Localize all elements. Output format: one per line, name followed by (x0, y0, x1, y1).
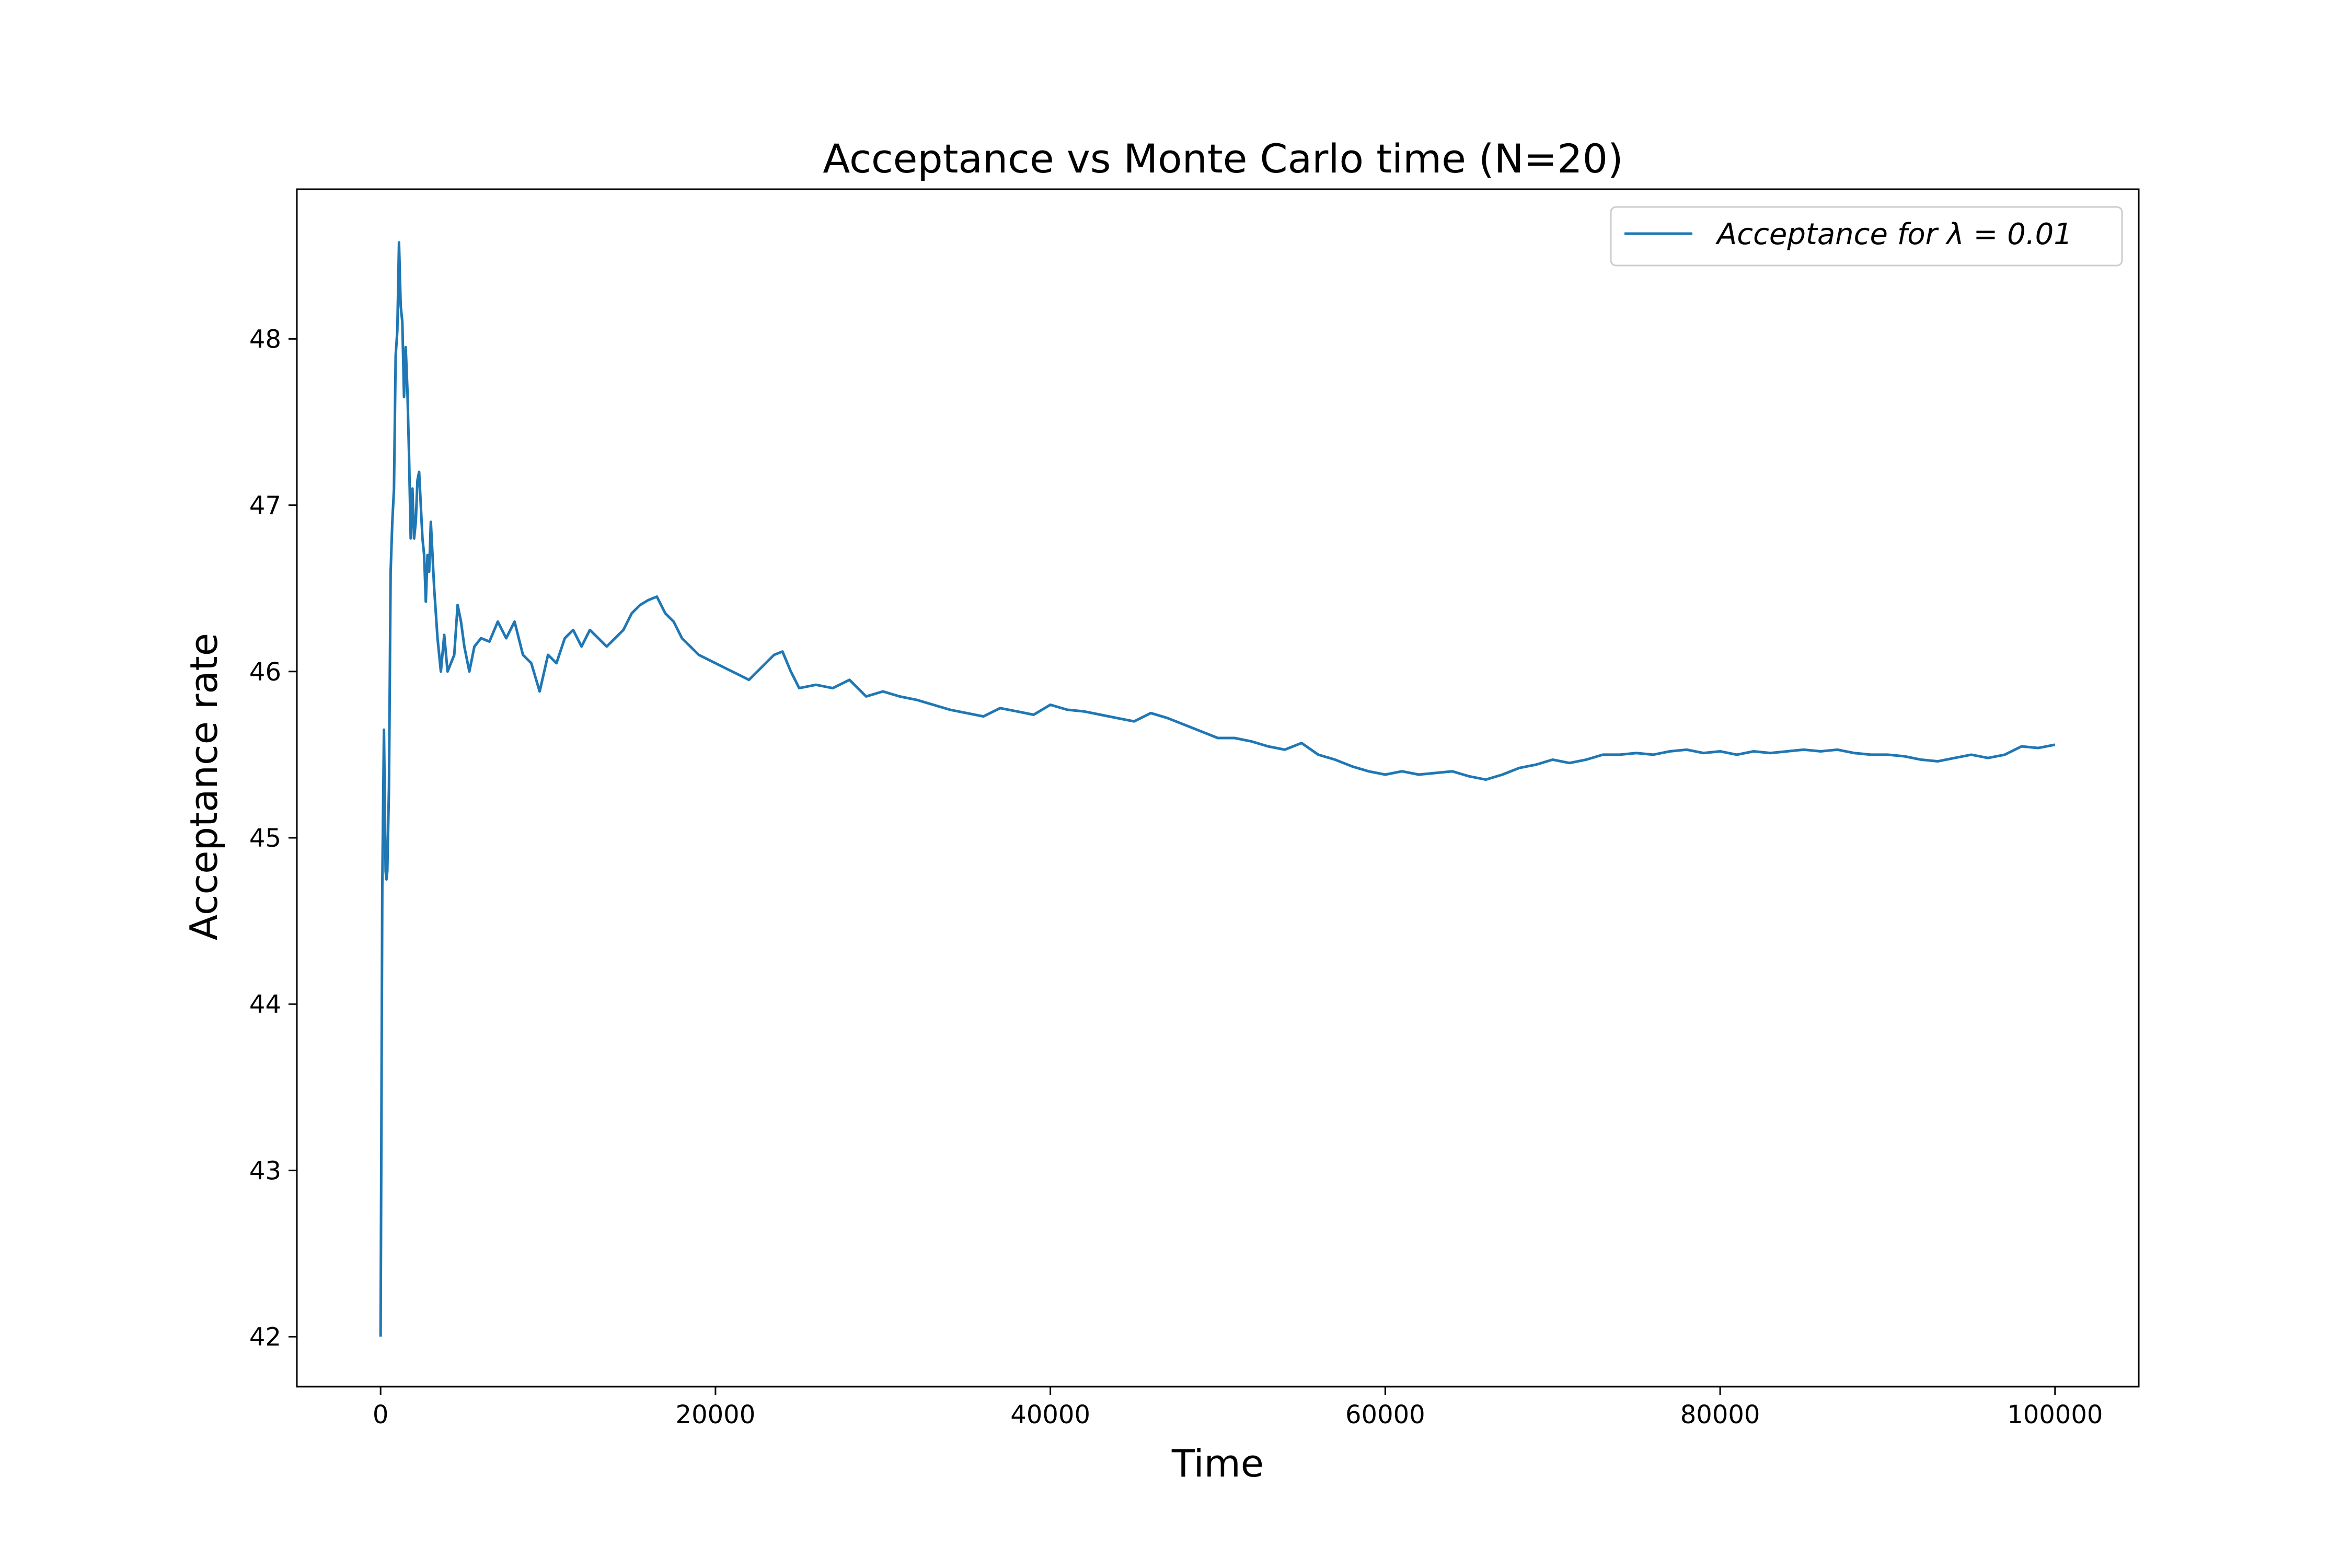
x-axis: 0 20000 40000 60000 80000 100000 (373, 1387, 2103, 1429)
series-layer (379, 241, 2056, 1337)
legend: Acceptance for λ = 0.01 (1610, 206, 2123, 267)
x-tick-label: 0 (373, 1400, 389, 1429)
legend-label: Acceptance for λ = 0.01 (1715, 217, 2072, 251)
y-tick-label: 45 (249, 824, 281, 853)
y-axis: 42 43 44 45 46 47 48 (249, 325, 297, 1352)
y-tick-label: 48 (249, 325, 281, 354)
y-tick-label: 42 (249, 1323, 281, 1352)
y-tick-label: 43 (249, 1156, 281, 1185)
x-tick-label: 20000 (676, 1400, 756, 1429)
chart-title: Acceptance vs Monte Carlo time (N=20) (823, 135, 1623, 182)
x-tick-label: 60000 (1345, 1400, 1425, 1429)
y-tick-label: 44 (249, 990, 281, 1019)
y-tick-label: 46 (249, 658, 281, 687)
x-tick-label: 100000 (2007, 1400, 2103, 1429)
y-tick-label: 47 (249, 491, 281, 521)
x-tick-label: 40000 (1010, 1400, 1090, 1429)
plot-area-frame (296, 188, 2140, 1388)
series-line-acceptance (379, 241, 2056, 1337)
y-axis-title: Acceptance rate (182, 633, 226, 940)
x-axis-title: Time (1171, 1442, 1264, 1485)
legend-box (1610, 206, 2123, 267)
x-tick-label: 80000 (1680, 1400, 1760, 1429)
